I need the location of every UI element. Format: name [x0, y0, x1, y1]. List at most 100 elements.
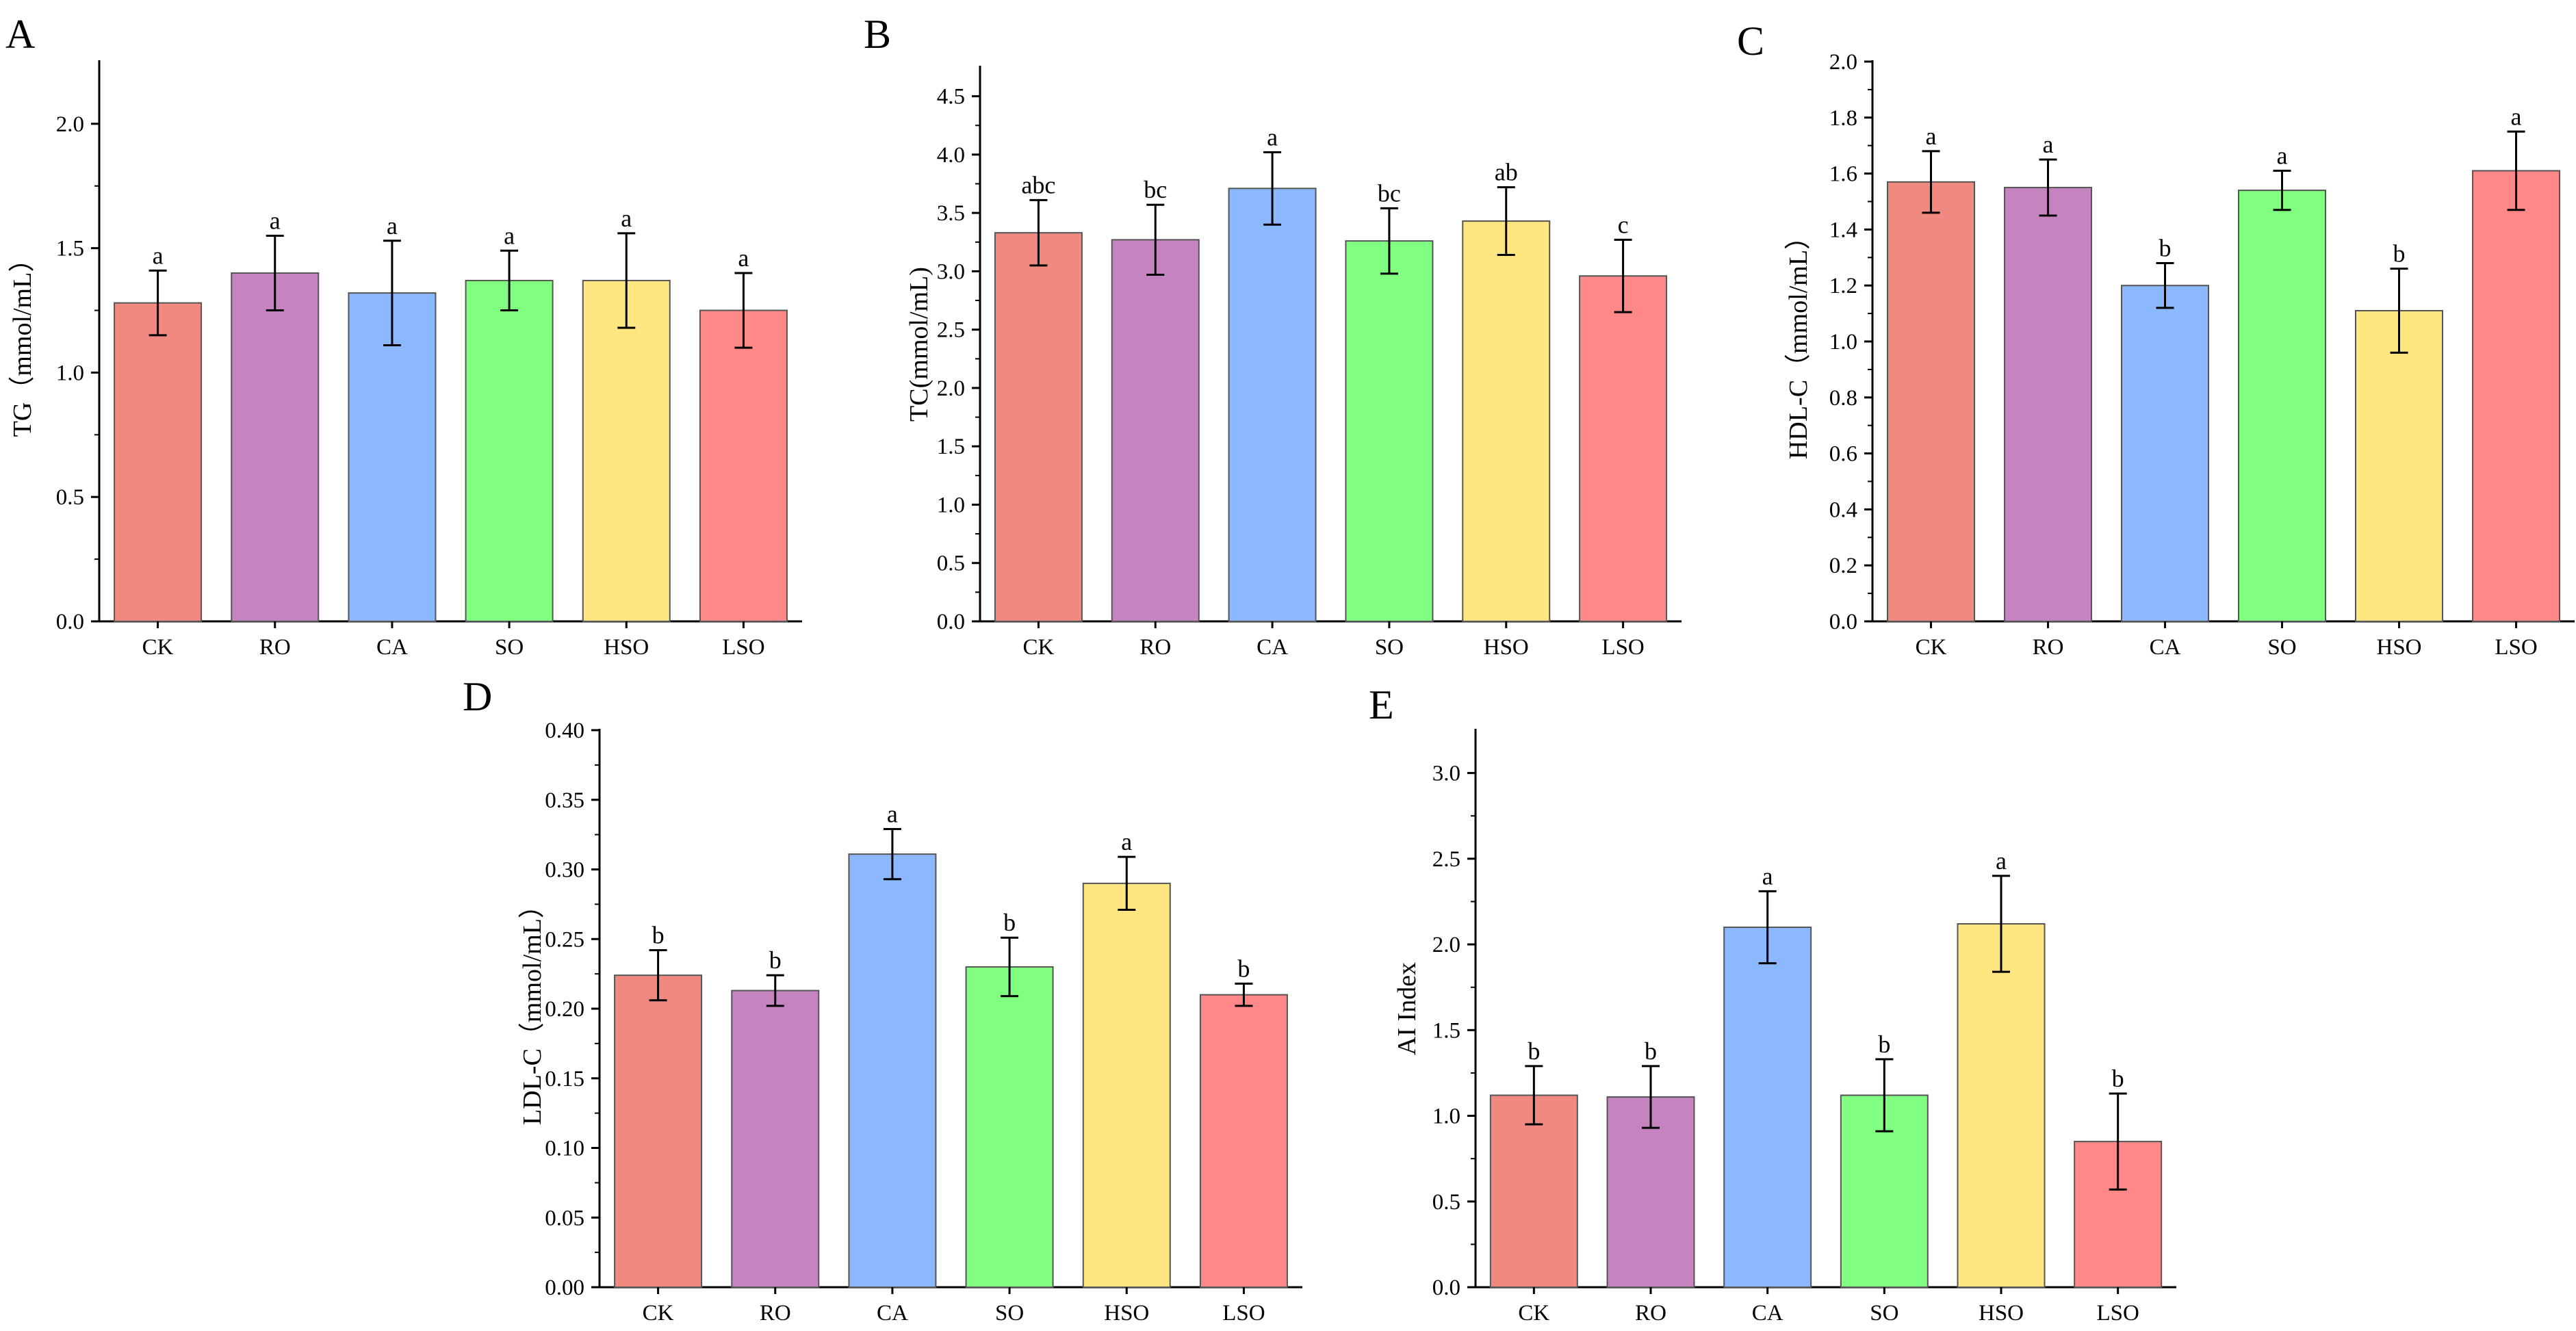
significance-letter: a: [1996, 847, 2007, 875]
y-tick-label: 0.0: [1432, 1276, 1460, 1300]
x-tick-label: CK: [1518, 1301, 1549, 1326]
y-tick-label: 2.0: [937, 376, 965, 401]
bar-so: [465, 279, 554, 622]
y-tick-label: 1.4: [1829, 218, 1857, 242]
y-tick-label: 1.5: [56, 237, 84, 261]
chart-panel-b: B 0.0 0.5 1.0 1.5 2.0 2.5 3.0 3.5 4.0 4.5 TC(mmol/m…: [864, 12, 1682, 660]
significance-letter: b: [2159, 234, 2172, 261]
y-tick-label: 0.15: [545, 1067, 584, 1091]
bar-ro: [2004, 187, 2092, 622]
chart-panel-c: C 0.0 0.2 0.4 0.6 0.8 1.0 1.2 1.4 1.6 1.8 2.0 HDL-C（…: [1737, 18, 2575, 660]
x-tick-label: HSO: [1484, 635, 1529, 660]
y-tick-label: 0.35: [545, 788, 584, 813]
x-tick-label: CK: [643, 1301, 674, 1326]
y-tick-label: 1.0: [56, 361, 84, 385]
panel-label: A: [5, 12, 35, 57]
bar-so: [1345, 240, 1434, 622]
bar-ca: [848, 853, 937, 1288]
x-tick-label: SO: [1375, 635, 1404, 660]
x-tick-label: LSO: [2096, 1301, 2139, 1326]
bar-ro: [731, 990, 820, 1289]
x-tick-label: HSO: [1979, 1301, 2024, 1326]
significance-letter: a: [504, 222, 515, 249]
bar-hso: [1957, 923, 2046, 1288]
x-tick-label: CA: [877, 1301, 908, 1326]
significance-letter: a: [1926, 122, 1937, 150]
y-tick-label: 0.5: [1432, 1190, 1460, 1215]
y-tick-label: 4.0: [937, 143, 965, 168]
y-axis-title: AI Index: [1393, 962, 1421, 1055]
significance-letter: a: [270, 207, 281, 234]
significance-letter: a: [1121, 828, 1132, 855]
bar-hso: [1462, 220, 1551, 622]
significance-letter: b: [1003, 909, 1016, 936]
bar-ca: [1723, 927, 1812, 1288]
significance-letter: b: [2112, 1065, 2124, 1092]
x-tick-label: HSO: [1104, 1301, 1149, 1326]
y-tick-label: 3.0: [1432, 762, 1460, 786]
bar-ck: [614, 974, 703, 1289]
chart-panel-a: A 0.0 0.5 1.0 1.5 2.0 TG（mmol/mL） a CK a RO a CA a SO a…: [5, 12, 802, 660]
significance-letter: a: [1762, 862, 1773, 890]
significance-letter: a: [887, 800, 898, 827]
y-tick-label: 1.8: [1829, 106, 1857, 131]
y-axis-title: TC(mmol/mL): [905, 267, 933, 422]
y-tick-label: 0.0: [1829, 610, 1857, 634]
bar-ck: [114, 302, 203, 622]
y-axis-title: TG（mmol/mL）: [8, 246, 37, 437]
significance-letter: a: [153, 242, 164, 269]
significance-letter: bc: [1378, 179, 1401, 207]
significance-letter: b: [1645, 1037, 1657, 1065]
y-tick-label: 0.00: [545, 1276, 584, 1300]
significance-letter: b: [769, 946, 782, 974]
x-tick-label: CK: [142, 635, 174, 660]
x-tick-label: CK: [1022, 635, 1054, 660]
x-tick-label: RO: [760, 1301, 791, 1326]
x-tick-label: SO: [1870, 1301, 1898, 1326]
x-tick-label: CA: [1257, 635, 1288, 660]
x-tick-label: RO: [259, 635, 291, 660]
y-tick-label: 0.40: [545, 719, 584, 743]
bar-ro: [231, 272, 320, 622]
x-tick-label: CA: [376, 635, 408, 660]
y-tick-label: 1.5: [937, 435, 965, 459]
significance-letter: a: [2043, 131, 2054, 158]
bar-ca: [1228, 188, 1317, 623]
y-tick-label: 0.2: [1829, 554, 1857, 578]
y-tick-label: 0.6: [1829, 442, 1857, 467]
significance-letter: b: [652, 922, 665, 949]
y-tick-label: 1.0: [1829, 330, 1857, 354]
y-tick-label: 1.6: [1829, 162, 1857, 187]
significance-letter: c: [1618, 211, 1629, 238]
y-tick-label: 2.0: [56, 112, 84, 137]
bar-lso: [1579, 275, 1668, 622]
y-tick-label: 1.2: [1829, 274, 1857, 298]
y-tick-label: 0.0: [56, 610, 84, 634]
y-tick-label: 2.0: [1829, 50, 1857, 75]
y-tick-label: 1.0: [937, 493, 965, 517]
bar-hso: [1082, 882, 1171, 1288]
x-tick-label: CA: [2150, 635, 2181, 660]
x-tick-label: LSO: [1222, 1301, 1265, 1326]
x-tick-label: SO: [995, 1301, 1024, 1326]
significance-letter: ab: [1495, 159, 1518, 186]
y-tick-label: 0.5: [56, 485, 84, 510]
panel-label: D: [463, 674, 492, 719]
panel-label: E: [1369, 682, 1394, 727]
y-tick-label: 0.0: [937, 610, 965, 634]
y-tick-label: 1.5: [1432, 1018, 1460, 1043]
bar-so: [2238, 190, 2326, 622]
x-tick-label: HSO: [2376, 635, 2421, 660]
significance-letter: a: [2511, 103, 2522, 130]
bar-hso: [2355, 310, 2443, 622]
significance-letter: b: [1237, 955, 1250, 982]
y-tick-label: 0.25: [545, 927, 584, 952]
x-tick-label: LSO: [1601, 635, 1644, 660]
y-axis-title: LDL-C（mmol/mL）: [518, 892, 547, 1125]
bar-ck: [994, 232, 1083, 623]
bar-ck: [1887, 181, 1975, 622]
y-tick-label: 0.30: [545, 858, 584, 883]
significance-letter: abc: [1021, 171, 1055, 198]
bar-ck: [1489, 1094, 1578, 1288]
